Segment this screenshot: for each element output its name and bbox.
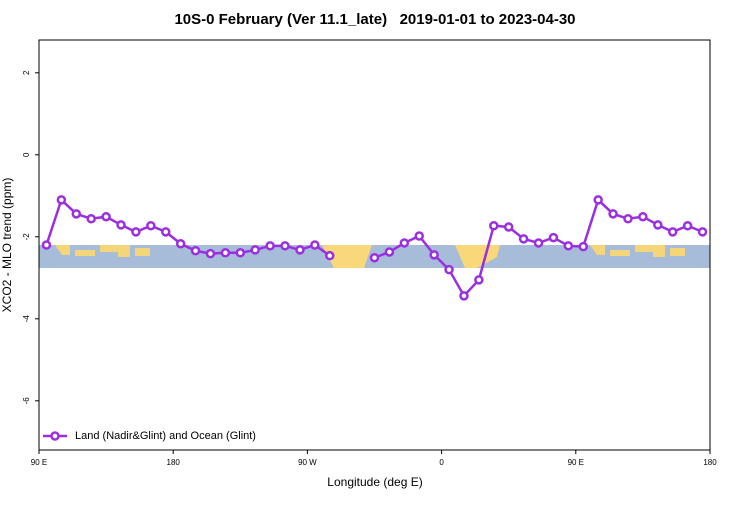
point — [235, 248, 246, 258]
x-tick-label: 90 E — [568, 458, 584, 467]
point — [638, 211, 648, 222]
point — [682, 220, 693, 231]
x-tick-label: 180 — [703, 458, 717, 467]
chart-title: 10S-0 February (Ver 11.1_late) 2019-01-0… — [174, 11, 575, 28]
point — [280, 241, 290, 251]
y-tick-label: -2 — [22, 233, 31, 241]
point — [265, 241, 275, 251]
point — [593, 195, 603, 205]
point — [369, 252, 380, 263]
point — [548, 232, 559, 243]
point — [697, 227, 708, 237]
point — [310, 240, 320, 250]
legend-label: Land (Nadir&Glint) and Ocean (Glint) — [75, 430, 256, 442]
point — [295, 245, 305, 255]
point — [190, 245, 201, 256]
x-axis-label: Longitude (deg E) — [327, 475, 422, 489]
point — [86, 214, 96, 224]
legend-marker — [50, 431, 60, 441]
point — [250, 245, 260, 255]
point — [160, 227, 171, 237]
point — [459, 291, 469, 301]
point — [444, 264, 454, 275]
point — [503, 222, 514, 232]
point — [667, 227, 678, 237]
point — [563, 241, 574, 251]
point — [608, 209, 618, 219]
y-tick-label: 0 — [22, 152, 31, 157]
point — [578, 241, 589, 252]
y-tick-label: -6 — [22, 397, 31, 405]
point — [71, 209, 82, 219]
y-tick-label: 2 — [22, 70, 31, 75]
point — [146, 220, 156, 231]
point — [101, 211, 111, 222]
point — [518, 234, 529, 244]
point — [325, 250, 335, 261]
plot-frame — [38, 39, 711, 451]
point — [56, 195, 67, 205]
point — [384, 247, 395, 257]
point — [175, 239, 186, 249]
y-tick-label: -4 — [22, 315, 31, 323]
point — [41, 240, 52, 250]
point — [116, 220, 126, 230]
point — [205, 248, 216, 259]
y-axis-label: XCO2 - MLO trend (ppm) — [0, 178, 14, 313]
x-tick-label: 0 — [439, 458, 444, 467]
point — [533, 238, 544, 248]
x-tick-label: 180 — [167, 458, 181, 467]
point — [399, 238, 410, 248]
point — [131, 227, 141, 237]
point — [220, 248, 231, 258]
x-tick-label: 90 E — [31, 458, 47, 467]
point — [653, 220, 663, 230]
point — [474, 275, 484, 285]
point — [489, 220, 499, 231]
point — [429, 250, 439, 260]
point — [414, 231, 424, 241]
point — [623, 214, 633, 224]
x-tick-label: 90 W — [298, 458, 317, 467]
